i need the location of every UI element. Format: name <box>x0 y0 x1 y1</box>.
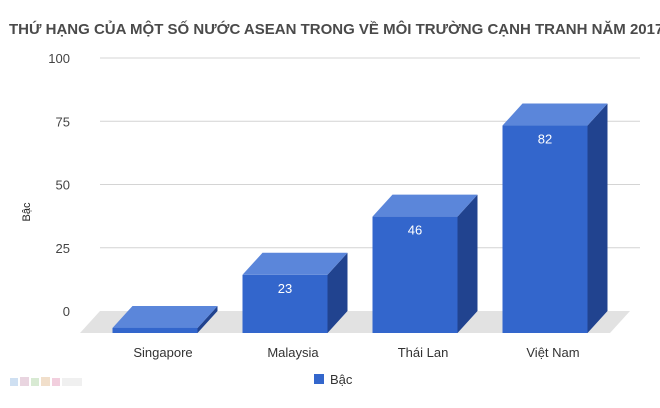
y-tick-label: 25 <box>56 241 70 256</box>
bar-front <box>372 216 458 333</box>
bar-front <box>502 125 588 333</box>
data-label: 82 <box>538 132 552 147</box>
bar-singapore: 2 <box>112 305 218 349</box>
chart-title: THỨ HẠNG CỦA MỘT SỐ NƯỚC ASEAN TRONG VỀ … <box>9 20 660 38</box>
bar-side <box>457 194 478 333</box>
chart-floor <box>80 311 630 333</box>
bar-thái-lan: 46 <box>372 194 478 333</box>
legend-swatch <box>314 374 324 384</box>
bar-malaysia: 23 <box>242 252 348 333</box>
x-category-label: Singapore <box>133 345 192 360</box>
bar-top <box>372 194 478 217</box>
bar-front <box>242 274 328 333</box>
x-category-label: Thái Lan <box>398 345 449 360</box>
bar-top <box>502 103 608 126</box>
bar-việt-nam: 82 <box>502 103 608 333</box>
data-label: 2 <box>151 334 158 349</box>
bar-side <box>587 103 608 333</box>
bar-side <box>197 305 218 333</box>
data-label: 23 <box>278 281 292 296</box>
watermark-logo <box>10 377 82 386</box>
legend: Bậc <box>314 372 353 387</box>
y-tick-label: 50 <box>56 178 70 193</box>
data-label: 46 <box>408 223 422 238</box>
bar-top <box>242 252 348 275</box>
legend-label: Bậc <box>330 372 353 387</box>
y-tick-label: 0 <box>63 304 70 319</box>
bar-front <box>112 327 198 333</box>
bar-top <box>112 305 218 328</box>
y-axis-label: Bậc <box>21 202 33 221</box>
y-tick-label: 100 <box>48 51 70 66</box>
x-category-label: Việt Nam <box>526 345 579 360</box>
y-tick-label: 75 <box>56 114 70 129</box>
bar-side <box>327 252 348 333</box>
x-category-label: Malaysia <box>267 345 319 360</box>
